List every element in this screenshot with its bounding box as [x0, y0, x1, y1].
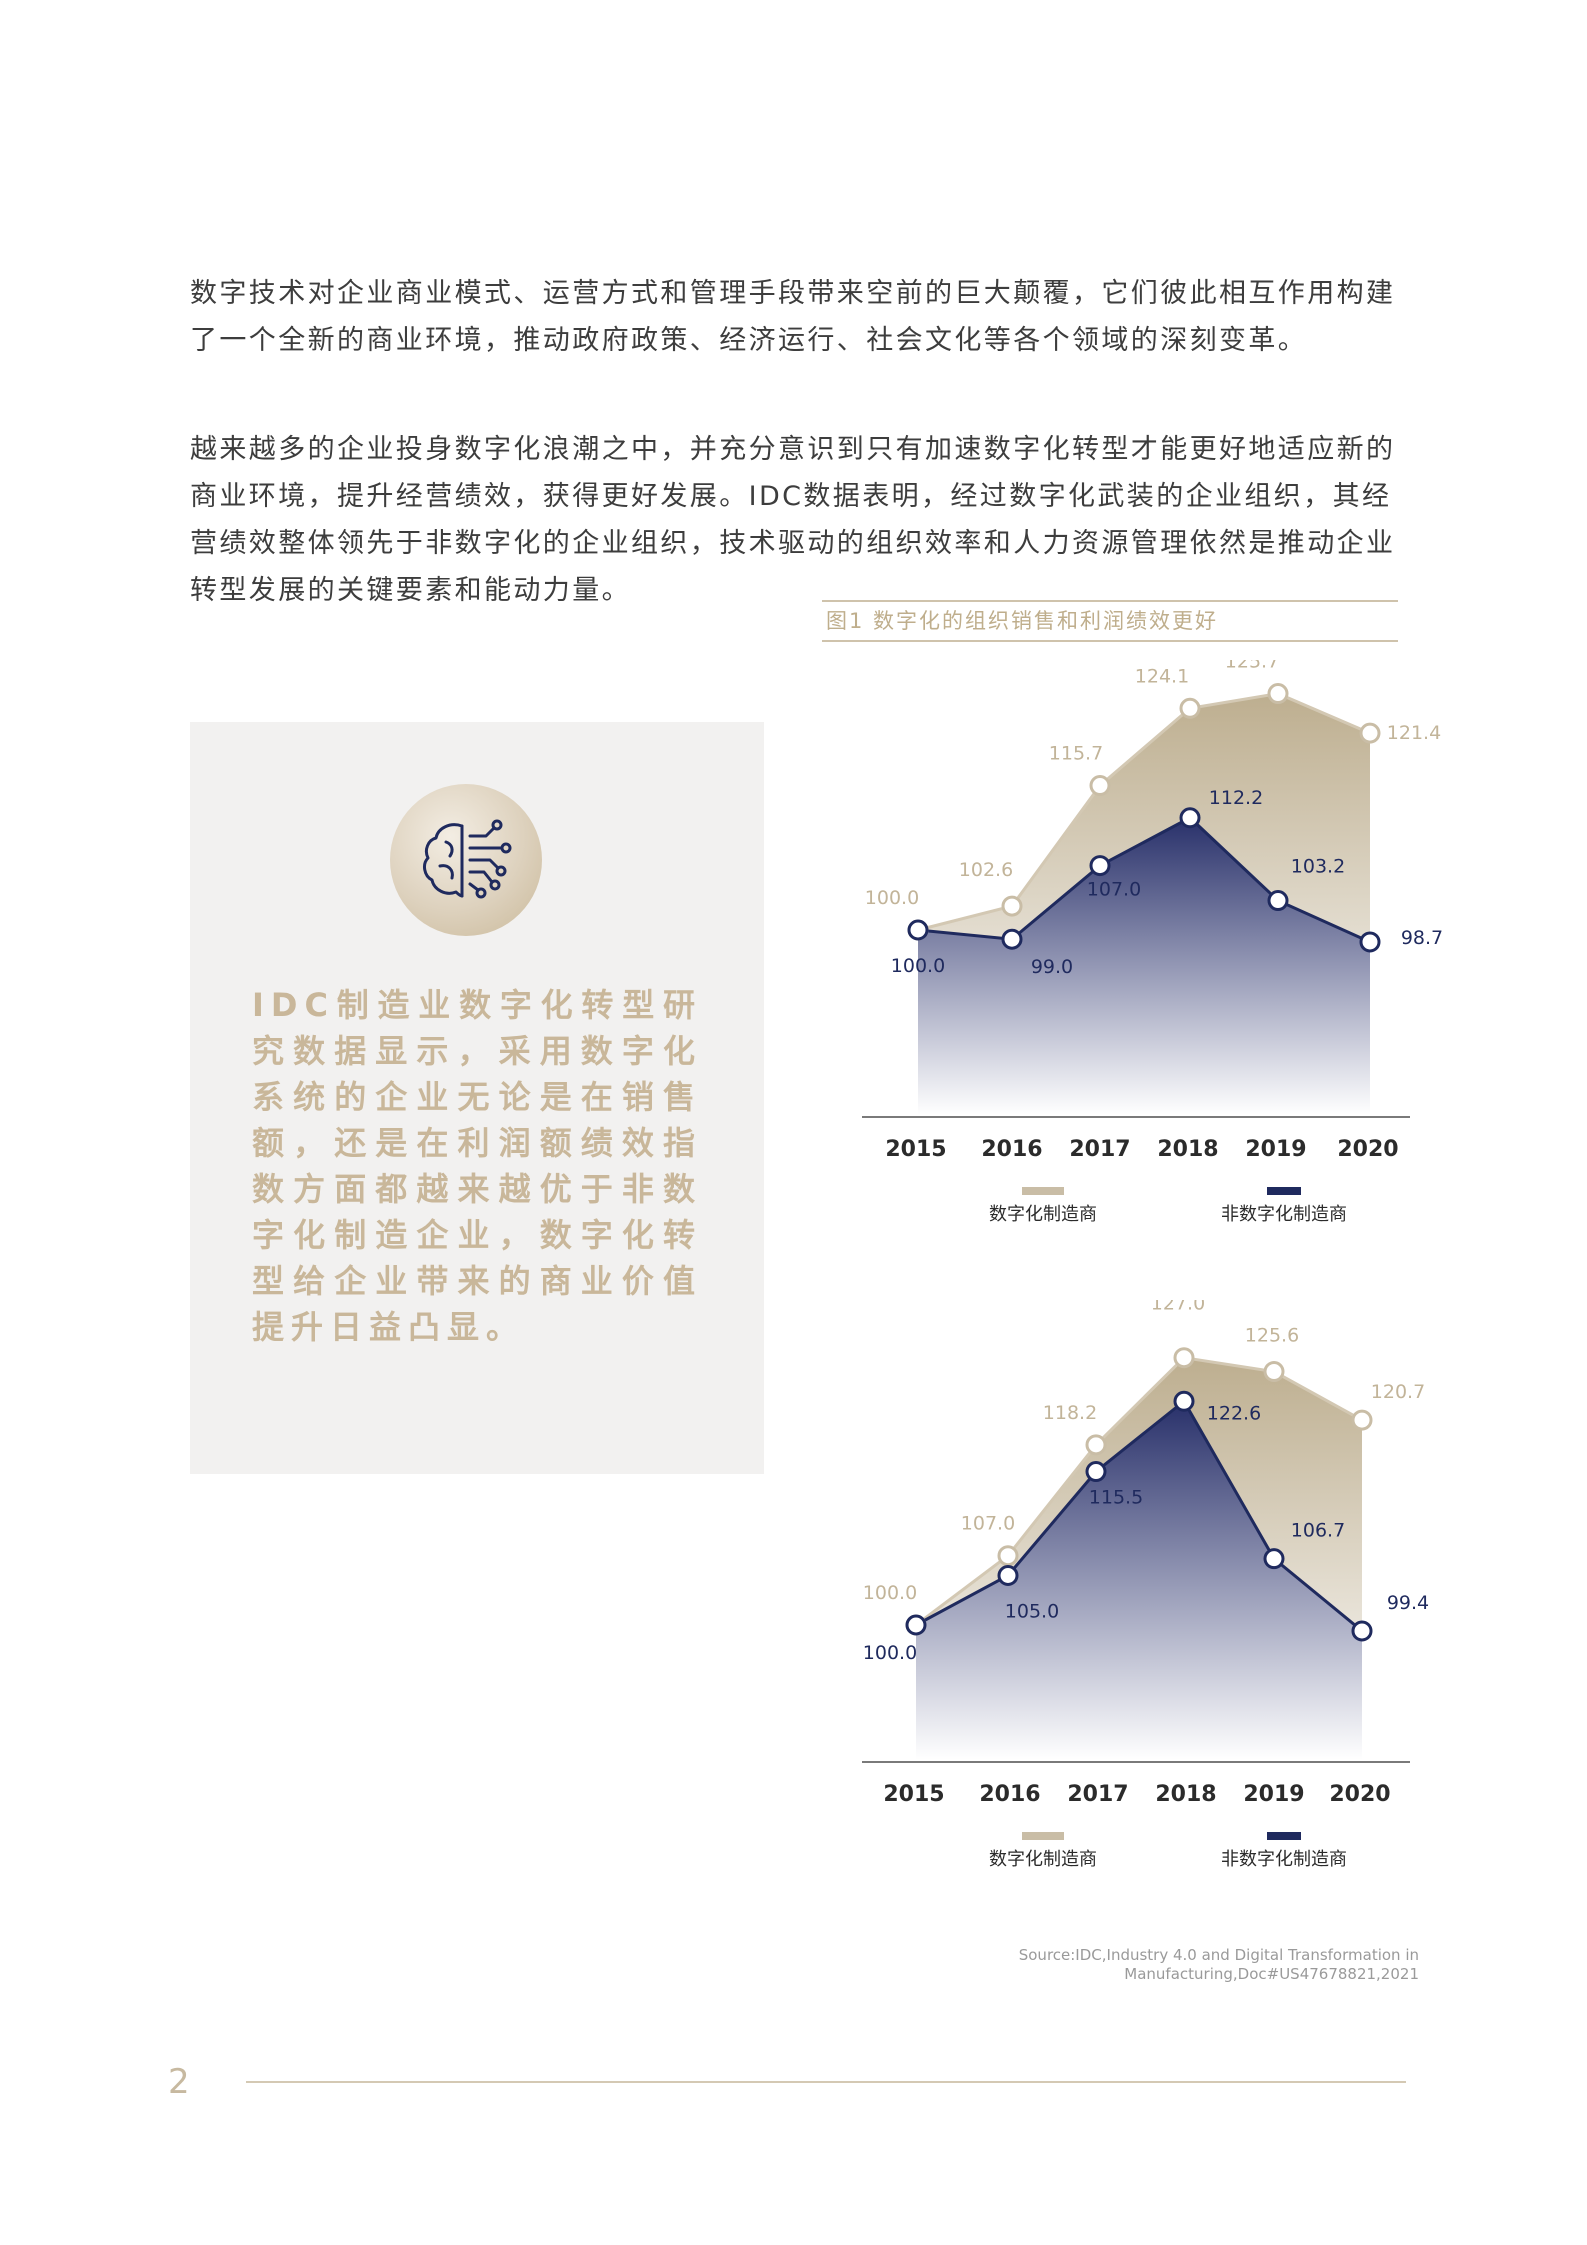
point-digital: [1359, 722, 1381, 744]
point-nondigital: [1085, 1461, 1107, 1483]
data-label-nondigital: 100.0: [891, 955, 945, 977]
page-number: 2: [168, 2062, 190, 2102]
x-tick-label: 2016: [981, 1137, 1042, 1162]
data-label-nondigital: 98.7: [1401, 927, 1443, 949]
legend-label-nondigital: 非数字化制造商: [1221, 1204, 1347, 1225]
data-label-nondigital: 99.0: [1031, 956, 1073, 978]
data-label-digital: 127.0: [1151, 1300, 1205, 1315]
data-label-nondigital: 107.0: [1087, 879, 1141, 901]
data-label-digital: 100.0: [865, 887, 919, 909]
data-label-nondigital: 100.0: [863, 1642, 917, 1664]
legend-swatch-digital: [1022, 1832, 1064, 1840]
data-label-digital: 121.4: [1387, 722, 1441, 744]
chart-profit: 100.0 107.0 118.2 127.0 125.6 120.7 100.0 105.0…: [862, 1300, 1429, 1870]
series-area-nondigital: [918, 817, 1370, 1115]
footer-rule: [246, 2081, 1406, 2083]
series-line-nondigital: [917, 815, 1371, 944]
point-digital: [1267, 683, 1289, 705]
data-label-nondigital: 105.0: [1005, 1601, 1059, 1623]
brain-circuit-icon: [390, 784, 542, 936]
point-nondigital: [1089, 855, 1111, 877]
data-label-digital: 100.0: [863, 1582, 917, 1604]
point-nondigital: [1263, 1548, 1285, 1570]
data-label-digital: 125.6: [1245, 1325, 1299, 1347]
point-digital: [1089, 775, 1111, 797]
data-label-nondigital: 99.4: [1387, 1592, 1429, 1614]
data-label-digital: 102.6: [959, 859, 1013, 881]
source-note: Source:IDC,Industry 4.0 and Digital Tran…: [859, 1946, 1419, 1984]
series-line-nondigital: [915, 1398, 1363, 1633]
intro-paragraph-2: 越来越多的企业投身数字化浪潮之中，并充分意识到只有加速数字化转型才能更好地适应新…: [190, 434, 1396, 606]
series-area-nondigital: [916, 1401, 1362, 1760]
point-nondigital: [1267, 890, 1289, 912]
point-nondigital: [1173, 1390, 1195, 1412]
legend-label-digital: 数字化制造商: [989, 1849, 1097, 1870]
point-digital: [1351, 1409, 1373, 1431]
point-nondigital: [1001, 928, 1023, 950]
legend-label-digital: 数字化制造商: [989, 1204, 1097, 1225]
data-label-nondigital: 103.2: [1291, 856, 1345, 878]
legend-label-nondigital: 非数字化制造商: [1221, 1849, 1347, 1870]
point-digital: [1001, 895, 1023, 917]
x-tick-label: 2017: [1067, 1782, 1128, 1807]
chart-sales: 100.0 102.6 115.7 124.1 125.7 121.4 100.0 99.0 1…: [862, 660, 1443, 1225]
data-label-nondigital: 122.6: [1207, 1402, 1261, 1424]
x-tick-label: 2016: [979, 1782, 1040, 1807]
x-tick-label: 2018: [1157, 1137, 1218, 1162]
callout-box: IDC制造业数字化转型研究数据显示，采用数字化系统的企业无论是在销售额，还是在利…: [190, 722, 764, 1474]
data-label-nondigital: 112.2: [1209, 787, 1263, 809]
series-line-digital: [915, 1356, 1363, 1627]
legend-swatch-nondigital: [1267, 1832, 1301, 1840]
x-tick-label: 2015: [885, 1137, 946, 1162]
x-tick-label: 2019: [1243, 1782, 1304, 1807]
data-label-digital: 118.2: [1043, 1402, 1097, 1424]
point-nondigital: [907, 919, 929, 941]
legend-swatch-digital: [1022, 1187, 1064, 1195]
point-nondigital: [1359, 931, 1381, 953]
figure-caption: 图1 数字化的组织销售和利润绩效更好: [826, 609, 1219, 633]
x-tick-label: 2020: [1329, 1782, 1390, 1807]
callout-text: IDC制造业数字化转型研究数据显示，采用数字化系统的企业无论是在销售额，还是在利…: [252, 986, 702, 1346]
data-label-digital: 120.7: [1371, 1381, 1425, 1403]
x-tick-label: 2019: [1245, 1137, 1306, 1162]
data-label-digital: 124.1: [1135, 665, 1189, 687]
data-label-digital: 115.7: [1049, 743, 1103, 765]
figure-caption-bar: 图1 数字化的组织销售和利润绩效更好: [822, 600, 1398, 642]
data-label-nondigital: 115.5: [1089, 1487, 1143, 1509]
series-line-digital: [917, 692, 1371, 932]
point-digital: [997, 1545, 1019, 1567]
point-digital: [1179, 697, 1201, 719]
data-label-digital: 125.7: [1225, 660, 1279, 673]
point-digital: [1085, 1434, 1107, 1456]
data-label-digital: 107.0: [961, 1513, 1015, 1535]
x-tick-label: 2020: [1337, 1137, 1398, 1162]
intro-paragraph-1: 数字技术对企业商业模式、运营方式和管理手段带来空前的巨大颠覆，它们彼此相互作用构…: [190, 278, 1396, 356]
point-digital: [1173, 1347, 1195, 1369]
point-nondigital: [905, 1614, 927, 1636]
x-tick-label: 2018: [1155, 1782, 1216, 1807]
source-line-1: Source:IDC,Industry 4.0 and Digital Tran…: [1018, 1946, 1419, 1964]
data-label-nondigital: 106.7: [1291, 1520, 1345, 1542]
legend-swatch-nondigital: [1267, 1187, 1301, 1195]
point-digital: [1263, 1361, 1285, 1383]
source-line-2: Manufacturing,Doc#US47678821,2021: [1124, 1965, 1419, 1983]
x-tick-label: 2015: [883, 1782, 944, 1807]
x-tick-label: 2017: [1069, 1137, 1130, 1162]
point-nondigital: [1179, 807, 1201, 829]
point-nondigital: [997, 1565, 1019, 1586]
point-nondigital: [1351, 1620, 1373, 1642]
